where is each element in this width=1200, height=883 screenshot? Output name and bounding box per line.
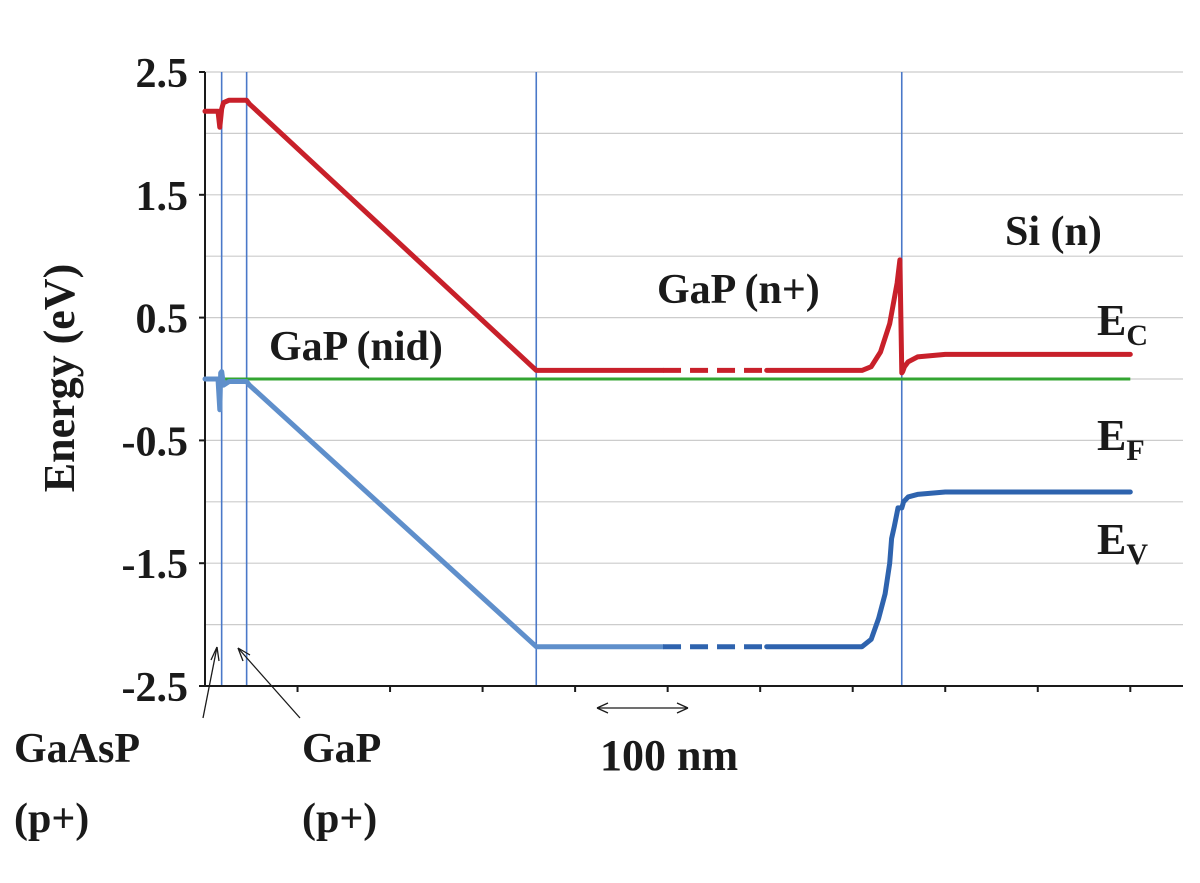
annotation-gap-n-plus: GaP (n+): [657, 267, 820, 313]
gaasp-label: GaAsP: [14, 726, 140, 772]
scale-bar-arrowheads: [596, 702, 689, 714]
gap-sub-label: (p+): [302, 796, 377, 842]
ev-label: EV: [1097, 515, 1148, 571]
y-tick-label: 2.5: [136, 51, 189, 97]
ef-label-subscript: F: [1126, 434, 1144, 467]
gap-label: GaP: [302, 726, 381, 772]
ec-label: EC: [1097, 296, 1148, 352]
gaasp-pointer-arrow: [202, 646, 218, 719]
scale-bar-label: 100 nm: [600, 731, 738, 780]
conduction-band-line-left-segment: [202, 97, 666, 373]
y-axis-title: Energy (eV): [35, 264, 84, 493]
y-tick-label: -0.5: [122, 419, 189, 465]
y-tick-label: 1.5: [136, 174, 189, 220]
ec-label-main: E: [1097, 296, 1126, 345]
y-tick-label: -2.5: [122, 665, 189, 711]
conduction-band-line-right-segment: [764, 257, 1133, 376]
ef-label-main: E: [1097, 411, 1126, 460]
gap-pointer-arrowhead: [237, 647, 251, 662]
annotation-gap-nid: GaP (nid): [269, 324, 443, 370]
valence-band-line-right-segment: [764, 489, 1133, 650]
valence-band-line-left-segment: [202, 369, 666, 650]
gaasp-sub-label: (p+): [14, 796, 89, 842]
ev-label-subscript: V: [1126, 538, 1148, 571]
gaasp-pointer-arrowhead: [210, 646, 220, 662]
gap-pointer-arrow: [237, 647, 301, 719]
ef-label: EF: [1097, 411, 1145, 467]
annotation-gap-p-plus: GaP (p+): [237, 647, 381, 842]
y-tick-label: 0.5: [136, 297, 189, 343]
x-ticks: [296, 686, 1132, 692]
annotation-si-n: Si (n): [1005, 209, 1102, 255]
y-tick-label: -1.5: [122, 542, 189, 588]
scale-bar: 100 nm: [596, 702, 738, 780]
band-series: [202, 97, 1133, 650]
annotation-gaasp-p-plus: GaAsP (p+): [14, 646, 220, 842]
ev-label-main: E: [1097, 515, 1126, 564]
y-tick-labels: 2.5 1.5 0.5 -0.5 -1.5 -2.5: [122, 51, 205, 711]
ec-label-subscript: C: [1126, 319, 1148, 352]
